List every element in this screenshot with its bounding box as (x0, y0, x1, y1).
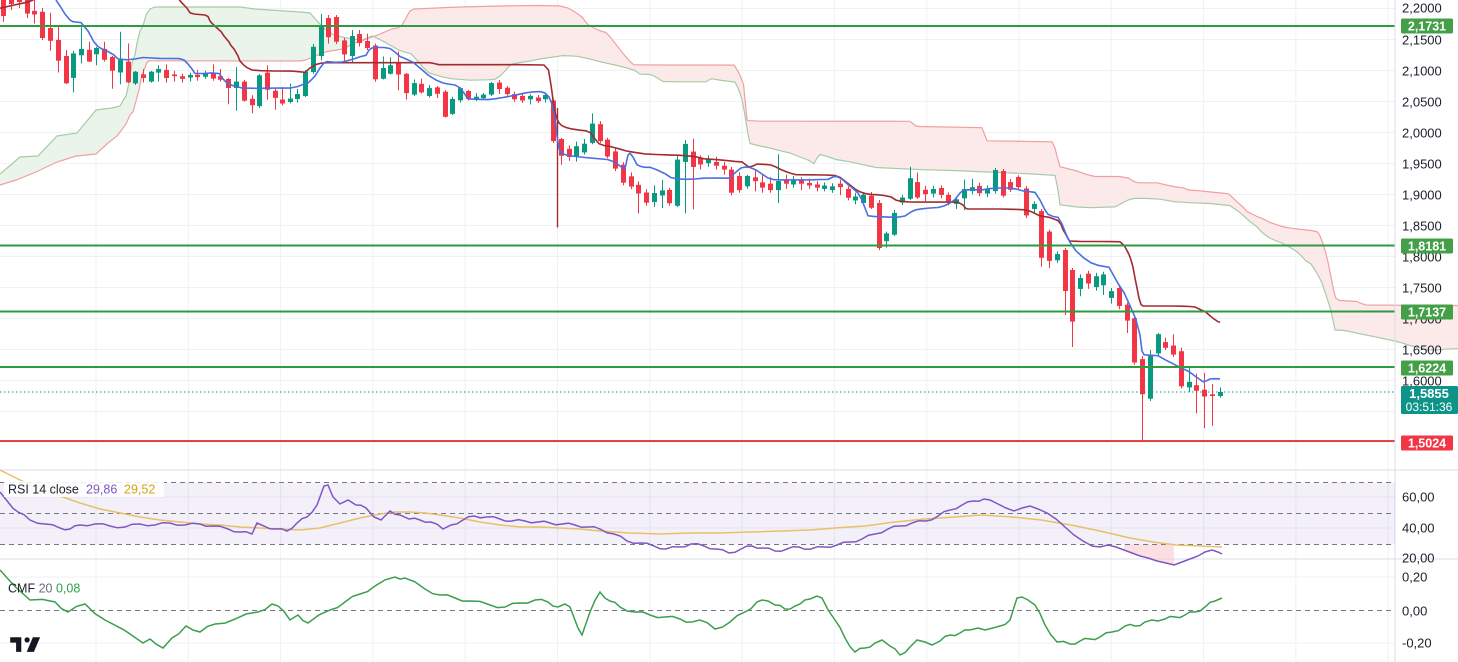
svg-text:2,0000: 2,0000 (1402, 126, 1442, 141)
svg-text:CMF 20 0,08: CMF 20 0,08 (8, 582, 80, 596)
svg-text:1,5024: 1,5024 (1408, 436, 1446, 450)
svg-text:1,6224: 1,6224 (1408, 361, 1446, 375)
svg-text:1,6000: 1,6000 (1402, 374, 1442, 389)
svg-text:1,7500: 1,7500 (1402, 281, 1442, 296)
svg-text:-0,20: -0,20 (1402, 636, 1432, 651)
svg-text:1,9000: 1,9000 (1402, 188, 1442, 203)
svg-text:20,00: 20,00 (1402, 551, 1435, 566)
svg-text:29,52: 29,52 (124, 483, 155, 497)
svg-text:1,9500: 1,9500 (1402, 157, 1442, 172)
svg-text:2,1731: 2,1731 (1408, 19, 1446, 33)
svg-text:60,00: 60,00 (1402, 490, 1435, 505)
svg-text:2,1000: 2,1000 (1402, 64, 1442, 79)
svg-text:03:51:36: 03:51:36 (1406, 400, 1453, 414)
svg-text:0,00: 0,00 (1402, 604, 1427, 619)
svg-text:1,7137: 1,7137 (1408, 305, 1446, 319)
svg-text:1,8181: 1,8181 (1408, 239, 1446, 253)
svg-text:1,8500: 1,8500 (1402, 219, 1442, 234)
svg-text:29,86: 29,86 (86, 483, 117, 497)
svg-text:2,1500: 2,1500 (1402, 33, 1442, 48)
svg-text:2,0500: 2,0500 (1402, 95, 1442, 110)
svg-text:RSI 14 close: RSI 14 close (8, 483, 79, 497)
svg-text:1,5855: 1,5855 (1409, 386, 1449, 401)
svg-text:2,2000: 2,2000 (1402, 1, 1442, 16)
svg-text:1,6500: 1,6500 (1402, 343, 1442, 358)
svg-text:0,20: 0,20 (1402, 570, 1427, 585)
svg-text:40,00: 40,00 (1402, 521, 1435, 536)
